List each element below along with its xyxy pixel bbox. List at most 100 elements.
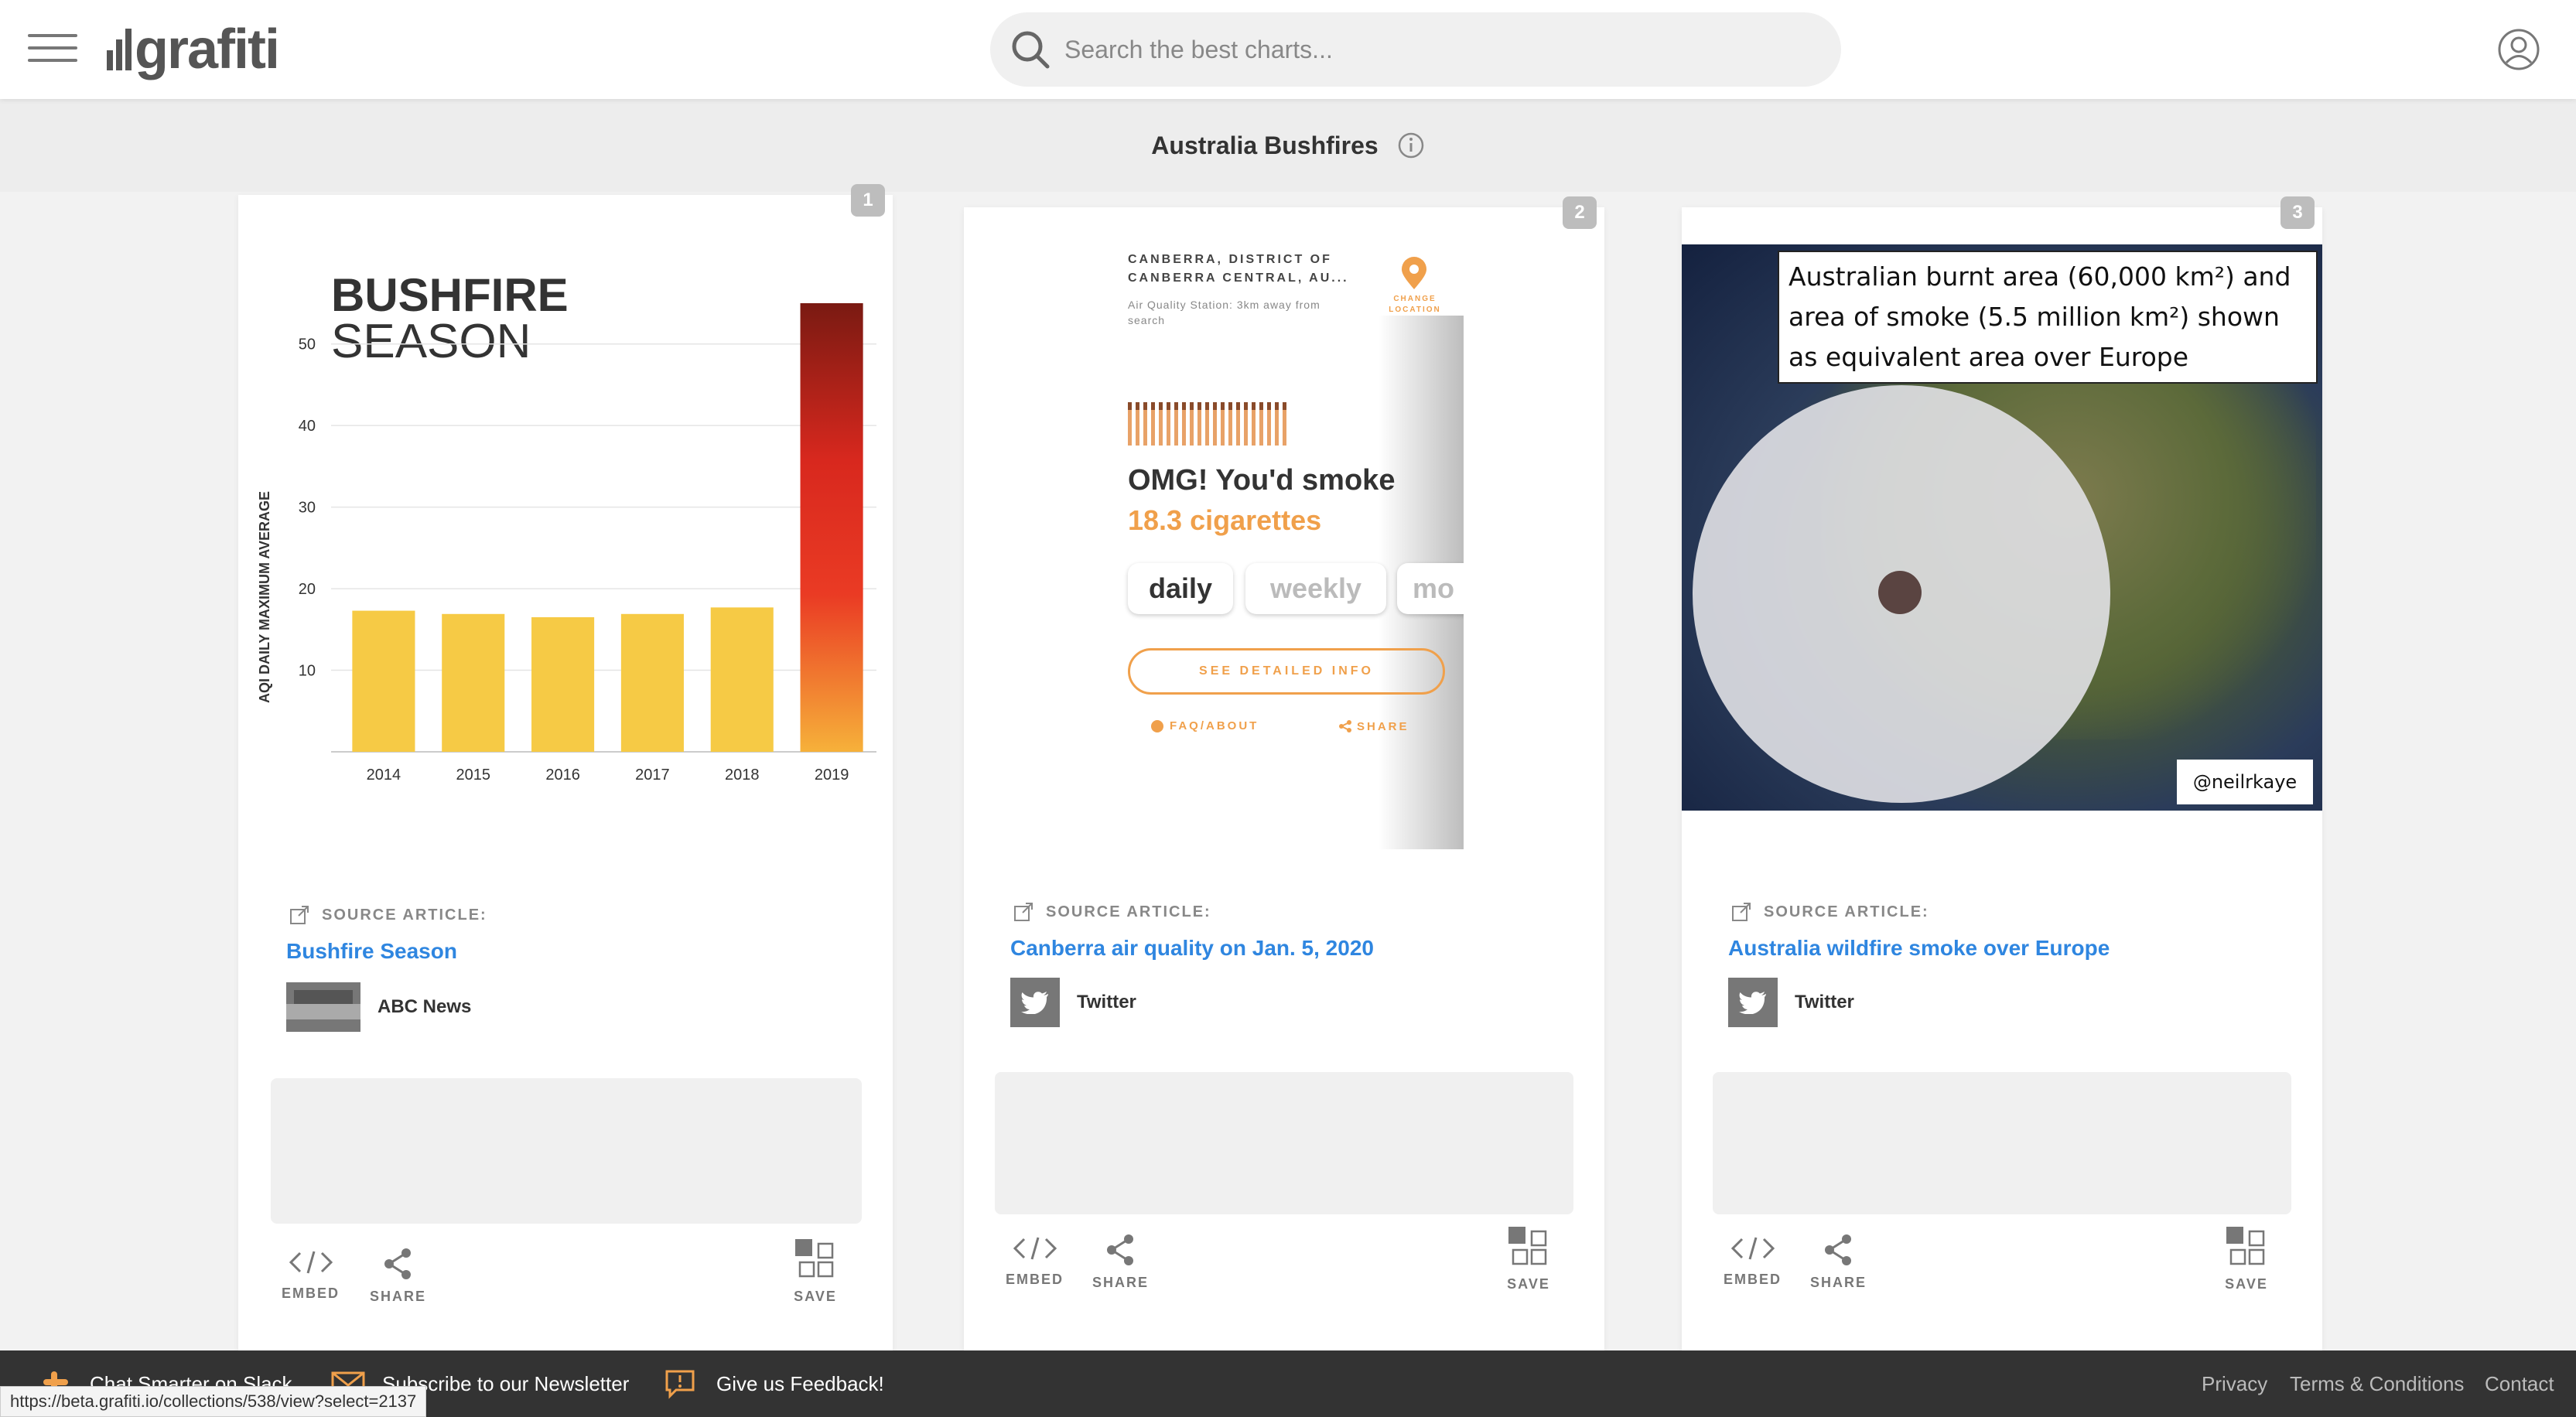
cigarettes-tips [1128, 402, 1290, 410]
embed-preview-area [1713, 1072, 2291, 1214]
status-bar-url: https://beta.grafiti.io/collections/538/… [0, 1386, 427, 1417]
save-grid-icon [1508, 1227, 1547, 1265]
aq-headline: OMG! You'd smoke [1128, 464, 1396, 497]
source-label-text: SOURCE ARTICLE: [1046, 903, 1211, 920]
chart-card-2[interactable]: 2 CANBERRA, DISTRICT OF CANBERRA CENTRAL… [964, 196, 1604, 1350]
external-link-icon [1732, 903, 1751, 921]
x-tick-label: 2018 [725, 767, 760, 784]
save-button[interactable]: SAVE [2225, 1225, 2268, 1292]
bar-2015 [442, 613, 505, 752]
source-article-link[interactable]: Bushfire Season [286, 939, 457, 963]
source-article-link[interactable]: Canberra air quality on Jan. 5, 2020 [1010, 936, 1374, 960]
change-location-label[interactable]: CHANGE LOCATION [1389, 295, 1441, 314]
chart-card-3[interactable]: 3 Australian burnt area (60,000 km²) and… [1682, 196, 2322, 1350]
card-number-badge: 3 [2280, 196, 2315, 229]
aq-tab-daily[interactable]: daily [1128, 563, 1233, 614]
source-label: SOURCE ARTICLE: [1731, 902, 1929, 922]
aq-station: Air Quality Station: 3km away from searc… [1128, 299, 1320, 326]
save-label: SAVE [1507, 1276, 1550, 1292]
card-number-badge: 1 [851, 184, 885, 217]
feedback-label: Give us Feedback! [716, 1371, 884, 1395]
save-grid-icon [2226, 1227, 2265, 1265]
feedback-link[interactable]: Give us Feedback! [664, 1350, 884, 1417]
see-detailed-info-button[interactable]: SEE DETAILED INFO [1128, 648, 1445, 695]
share-button[interactable]: SHARE [1810, 1233, 1867, 1291]
publisher[interactable]: ABC News [286, 982, 471, 1032]
share-button[interactable]: SHARE [1092, 1233, 1149, 1291]
user-account-icon[interactable] [2497, 28, 2540, 71]
aq-share-link[interactable]: SHARE [1338, 719, 1409, 733]
privacy-link[interactable]: Privacy [2202, 1371, 2268, 1395]
terms-link[interactable]: Terms & Conditions [2290, 1371, 2465, 1395]
source-article-link[interactable]: Australia wildfire smoke over Europe [1728, 936, 2110, 960]
x-tick-label: 2014 [367, 767, 401, 784]
x-tick-label: 2019 [815, 767, 849, 784]
source-label: SOURCE ARTICLE: [1013, 902, 1211, 922]
embed-button[interactable]: EMBED [1724, 1233, 1782, 1288]
logo[interactable]: grafiti [107, 17, 280, 82]
publisher[interactable]: Twitter [1728, 978, 1854, 1027]
help-icon [1151, 719, 1163, 732]
code-icon [289, 1251, 333, 1274]
y-tick-label: 30 [299, 500, 316, 517]
search-input[interactable] [1064, 35, 1761, 64]
embed-label: EMBED [282, 1286, 340, 1301]
external-link-icon [1014, 903, 1033, 921]
embed-label: EMBED [1724, 1272, 1782, 1287]
embed-preview-area [271, 1078, 862, 1224]
y-tick-label: 20 [299, 581, 316, 598]
embed-button[interactable]: EMBED [282, 1247, 340, 1302]
save-button[interactable]: SAVE [794, 1238, 837, 1305]
logo-bars-icon [107, 29, 132, 70]
map-caption: Australian burnt area (60,000 km²) and a… [1778, 251, 2318, 384]
publisher[interactable]: Twitter [1010, 978, 1136, 1027]
embed-button[interactable]: EMBED [1006, 1233, 1064, 1288]
collection-title: Australia Bushfires [1151, 131, 1379, 159]
bar-2017 [620, 613, 684, 752]
source-label-text: SOURCE ARTICLE: [1764, 903, 1929, 920]
air-quality-image[interactable]: CANBERRA, DISTRICT OF CANBERRA CENTRAL, … [1106, 207, 1464, 849]
menu-icon[interactable] [28, 34, 77, 65]
publisher-name: Twitter [1795, 992, 1854, 1012]
location-pin-icon[interactable] [1397, 257, 1431, 291]
chart-card-1[interactable]: 1 BUSHFIRE SEASON 10 20 30 40 50 AQI DAILY MA… [238, 184, 893, 1350]
save-grid-icon [795, 1239, 834, 1278]
save-button[interactable]: SAVE [1507, 1225, 1550, 1292]
info-icon[interactable] [1397, 131, 1425, 159]
save-label: SAVE [2225, 1276, 2268, 1292]
x-tick-label: 2017 [635, 767, 670, 784]
aq-cigarettes: 18.3 cigarettes [1128, 504, 1322, 536]
aq-location: CANBERRA, DISTRICT OF CANBERRA CENTRAL, … [1128, 253, 1349, 285]
top-header: grafiti [0, 0, 2576, 99]
card-number-badge: 2 [1563, 196, 1597, 229]
aq-tab-monthly[interactable]: mo [1397, 563, 1464, 614]
x-tick-label: 2015 [456, 767, 491, 784]
bar-2016 [531, 617, 595, 752]
europe-map-image[interactable]: Australian burnt area (60,000 km²) and a… [1682, 244, 2322, 811]
contact-link[interactable]: Contact [2485, 1371, 2554, 1395]
save-label: SAVE [794, 1289, 837, 1304]
y-tick-label: 40 [299, 418, 316, 435]
chart-title-line2: SEASON [331, 315, 531, 368]
aq-tab-weekly[interactable]: weekly [1245, 563, 1386, 614]
feedback-icon [665, 1370, 695, 1399]
code-icon [1730, 1237, 1775, 1260]
search-bar[interactable] [990, 12, 1841, 87]
external-link-icon [290, 906, 309, 924]
map-credit: @neilrkaye [2177, 760, 2313, 804]
chart-title-line1: BUSHFIRE [331, 269, 569, 321]
bar-2019 [800, 303, 863, 752]
bar-2014 [352, 610, 415, 752]
y-tick-label: 10 [299, 663, 316, 680]
chart-image[interactable]: BUSHFIRE SEASON 10 20 30 40 50 AQI DAILY MAXI… [254, 226, 888, 798]
share-label: SHARE [1810, 1275, 1867, 1290]
share-icon [1824, 1234, 1851, 1265]
share-button[interactable]: SHARE [370, 1247, 426, 1305]
bar-2018 [710, 607, 774, 752]
share-icon [1339, 720, 1351, 732]
faq-link[interactable]: FAQ/ABOUT [1151, 719, 1259, 732]
collection-bar: Australia Bushfires [0, 99, 2576, 192]
bar-chart: BUSHFIRE SEASON 10 20 30 40 50 AQI DAILY MAXI… [257, 269, 876, 784]
embed-label: EMBED [1006, 1272, 1064, 1287]
burnt-area-dot [1878, 571, 1922, 614]
